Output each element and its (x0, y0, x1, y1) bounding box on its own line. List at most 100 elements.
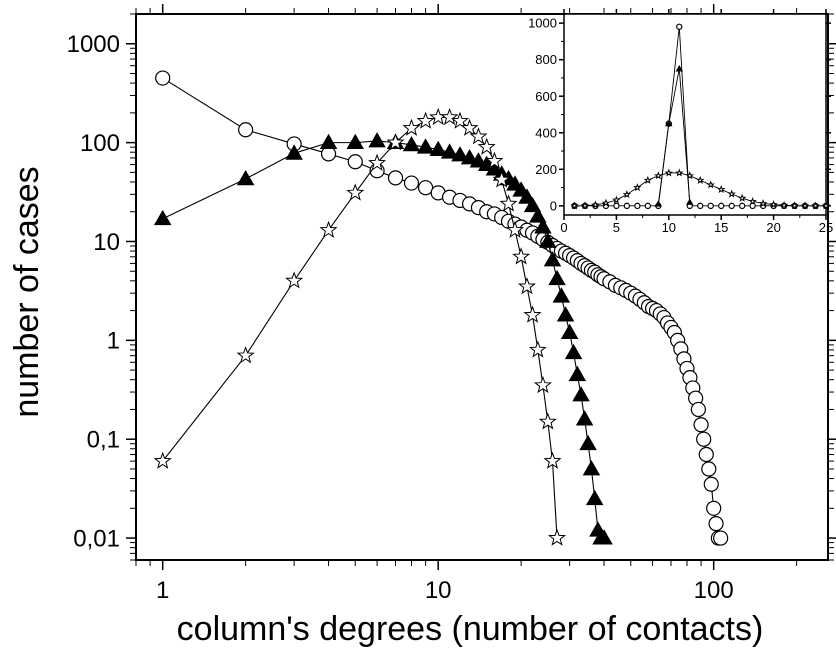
main-plot-frame (135, 13, 829, 561)
circle-marker (155, 70, 171, 86)
star-marker (368, 153, 387, 171)
circle-marker (347, 154, 363, 170)
triangle-marker (529, 207, 547, 223)
circle-marker (707, 202, 714, 210)
x-tick-label: 100 (694, 577, 734, 604)
circle-marker (634, 202, 641, 210)
circle-marker (706, 500, 722, 516)
star-marker (790, 201, 799, 210)
triangle-marker (595, 529, 613, 545)
triangle-marker (285, 144, 303, 160)
star-marker (601, 198, 611, 207)
y-tick-label: 600 (535, 89, 557, 104)
star-marker (517, 277, 536, 295)
circle-marker (738, 202, 746, 210)
star-marker (769, 200, 778, 209)
star-marker (612, 195, 621, 204)
star-marker (633, 183, 642, 192)
triangle-marker (568, 365, 587, 382)
star-marker (811, 201, 820, 210)
circle-marker (698, 446, 714, 463)
circle-marker (697, 202, 704, 210)
inset-tick-labels: 0 5 10 15 20 25 0 200 400 600 800 1000 (528, 16, 833, 235)
x-tick-label: 10 (425, 577, 452, 604)
star-marker (696, 175, 705, 184)
triangle-marker (675, 65, 683, 72)
y-tick-label: 1 (107, 328, 120, 355)
star-marker (654, 171, 663, 180)
star-marker (402, 118, 421, 136)
triangle-marker (402, 135, 421, 152)
triangle-marker (319, 133, 338, 150)
y-tick-label: 100 (80, 130, 120, 157)
triangle-marker (585, 489, 604, 506)
triangle-marker (346, 133, 364, 150)
triangle-marker (440, 143, 459, 159)
star-marker (319, 220, 338, 238)
y-tick-label: 10 (93, 229, 120, 256)
star-marker (469, 127, 488, 145)
triangle-marker (543, 251, 562, 267)
circle-marker (728, 202, 735, 210)
star-marker (505, 220, 525, 238)
triangle-marker (236, 170, 255, 186)
main-series (153, 70, 729, 546)
circle-marker (676, 23, 683, 30)
circle-marker (693, 417, 709, 433)
star-marker (748, 197, 757, 206)
x-tick-label: 0 (560, 220, 567, 235)
star-marker (440, 107, 459, 126)
triangle-marker (451, 146, 469, 162)
circle-marker (713, 530, 729, 546)
x-tick-label: 15 (714, 220, 728, 235)
star-marker (548, 528, 567, 546)
star-marker (580, 201, 590, 210)
star-marker (346, 183, 365, 201)
triangle-marker (460, 149, 479, 165)
circle-marker (417, 180, 434, 196)
circle-marker (644, 202, 652, 210)
triangle-marker (575, 410, 594, 426)
circle-marker (703, 476, 719, 492)
star-marker (538, 412, 557, 430)
circle-marker (238, 122, 254, 138)
circle-marker (613, 202, 620, 210)
star-marker (386, 133, 405, 151)
circle-marker (701, 461, 717, 477)
star-marker (477, 137, 496, 155)
main-ticks (126, 4, 836, 570)
triangle-marker (665, 119, 673, 127)
triangle-marker (539, 232, 557, 248)
triangle-marker (572, 386, 590, 402)
star-marker (685, 171, 694, 180)
x-tick-label: 5 (613, 220, 620, 235)
triangle-marker (153, 209, 172, 226)
star-marker (664, 168, 674, 177)
triangle-marker (548, 269, 566, 286)
star-marker (675, 168, 684, 177)
star-marker (543, 451, 562, 469)
circle-marker (718, 202, 725, 210)
y-axis-title: number of cases (8, 166, 46, 417)
inset-plot: 0 5 10 15 20 25 0 200 400 600 800 1000 (528, 9, 833, 235)
x-tick-label: 1 (156, 577, 169, 604)
star-marker (622, 190, 632, 199)
y-tick-label: 0,01 (73, 525, 120, 552)
triangle-marker (579, 434, 597, 451)
star-marker (727, 189, 736, 198)
inset-series (570, 23, 831, 210)
x-axis-title: column's degrees (number of contacts) (177, 610, 764, 648)
x-tick-label: 20 (766, 220, 780, 235)
inset-ticks (559, 9, 831, 220)
x-tick-label: 25 (819, 220, 833, 235)
y-tick-label: 1000 (528, 16, 557, 31)
star-marker (499, 194, 518, 212)
triangle-marker (686, 198, 694, 205)
star-marker (236, 346, 255, 364)
triangle-marker (368, 132, 386, 148)
star-marker (450, 111, 470, 129)
star-marker (758, 199, 768, 208)
